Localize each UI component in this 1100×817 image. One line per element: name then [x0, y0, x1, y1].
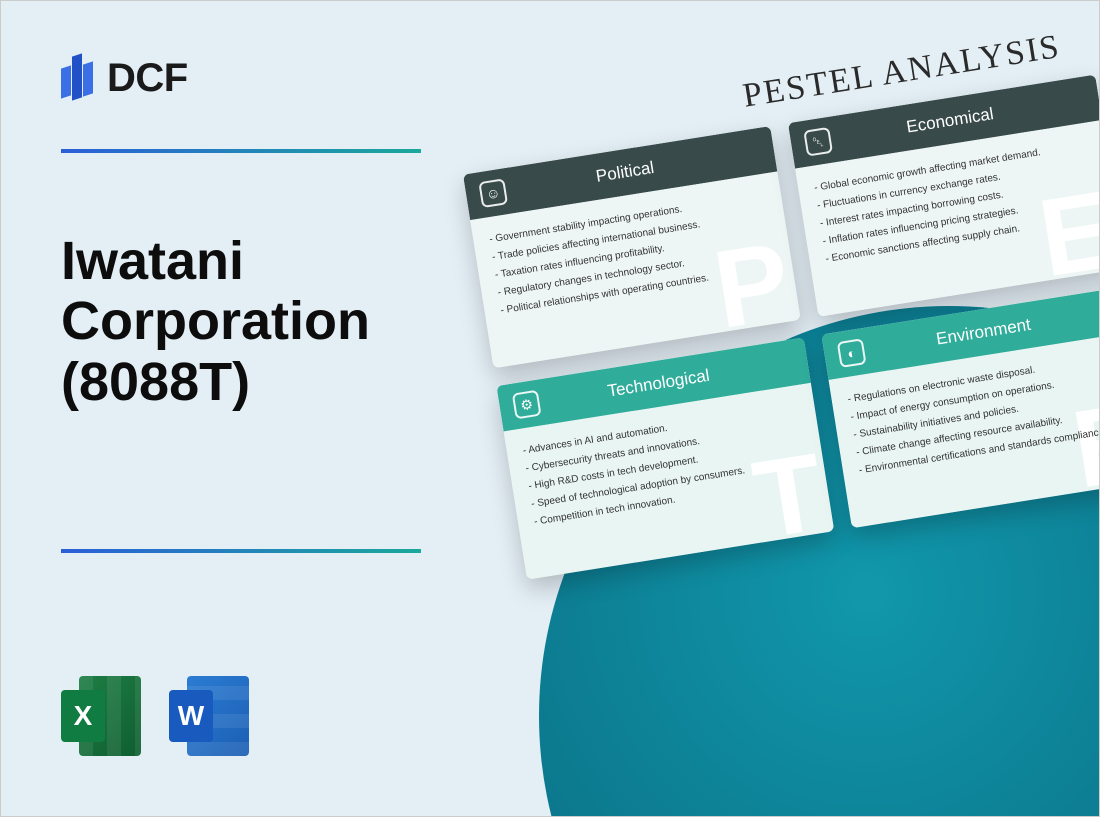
- infographic-canvas: DCF Iwatani Corporation (8088T) X W PEST…: [0, 0, 1100, 817]
- logo-text: DCF: [107, 56, 188, 101]
- title-line-1: Iwatani: [61, 231, 244, 291]
- pestel-card-environment: ◐EnvironmentERegulations on electronic w…: [821, 286, 1100, 528]
- page-title: Iwatani Corporation (8088T): [61, 231, 481, 412]
- logo: DCF: [61, 51, 188, 105]
- file-icons: X W: [61, 676, 249, 756]
- pestel-card-economical: ␡EconomicalEGlobal economic growth affec…: [788, 75, 1100, 317]
- word-letter: W: [169, 690, 213, 742]
- divider-bottom: [61, 549, 421, 553]
- pestel-panel: PESTEL ANALYSIS ☺PoliticalPGovernment st…: [455, 23, 1100, 579]
- title-line-2: Corporation: [61, 291, 370, 351]
- pestel-card-political: ☺PoliticalPGovernment stability impactin…: [463, 126, 801, 368]
- excel-letter: X: [61, 690, 105, 742]
- logo-bars-icon: [61, 51, 95, 105]
- excel-icon: X: [61, 676, 141, 756]
- title-line-3: (8088T): [61, 352, 250, 412]
- divider-top: [61, 149, 421, 153]
- word-icon: W: [169, 676, 249, 756]
- pestel-grid: ☺PoliticalPGovernment stability impactin…: [463, 75, 1100, 580]
